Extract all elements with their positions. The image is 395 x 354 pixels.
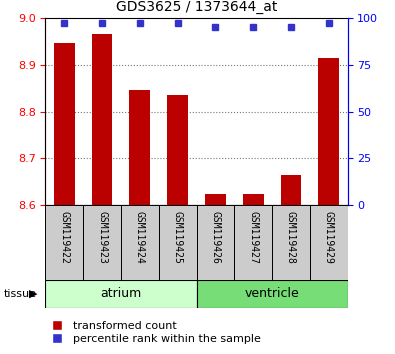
- Bar: [280, 175, 301, 205]
- Bar: [234, 205, 272, 280]
- Bar: [243, 194, 263, 205]
- Legend: transformed count, percentile rank within the sample: transformed count, percentile rank withi…: [41, 316, 266, 348]
- Text: ventricle: ventricle: [245, 287, 299, 300]
- Text: ▶: ▶: [29, 289, 38, 299]
- Bar: [130, 90, 150, 205]
- Text: GSM119422: GSM119422: [59, 211, 69, 264]
- Bar: [45, 205, 83, 280]
- Text: GSM119427: GSM119427: [248, 211, 258, 264]
- Bar: [54, 44, 75, 205]
- Bar: [83, 205, 121, 280]
- Text: GSM119425: GSM119425: [173, 211, 182, 264]
- Bar: [272, 205, 310, 280]
- Bar: [310, 205, 348, 280]
- Text: tissue: tissue: [4, 289, 37, 299]
- Bar: [167, 95, 188, 205]
- Bar: [121, 205, 159, 280]
- Text: GSM119429: GSM119429: [324, 211, 334, 264]
- Text: GSM119423: GSM119423: [97, 211, 107, 264]
- Bar: [159, 205, 197, 280]
- Title: GDS3625 / 1373644_at: GDS3625 / 1373644_at: [116, 0, 277, 14]
- Text: GSM119424: GSM119424: [135, 211, 145, 264]
- Text: GSM119426: GSM119426: [211, 211, 220, 264]
- Bar: [318, 58, 339, 205]
- Text: atrium: atrium: [100, 287, 141, 300]
- Bar: [45, 280, 197, 308]
- Bar: [197, 205, 234, 280]
- Text: GSM119428: GSM119428: [286, 211, 296, 264]
- Bar: [92, 34, 113, 205]
- Bar: [205, 194, 226, 205]
- Bar: [197, 280, 348, 308]
